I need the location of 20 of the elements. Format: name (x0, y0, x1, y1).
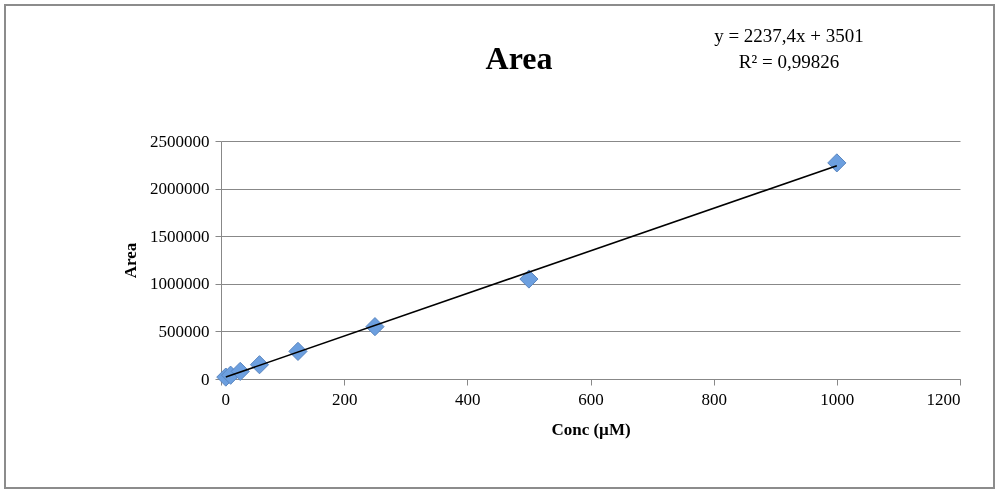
y-tick-label: 2500000 (150, 131, 210, 151)
x-tick-label: 1000 (820, 389, 855, 409)
y-tick-label: 1000000 (150, 274, 210, 294)
x-tick-label: 1200 (926, 389, 961, 409)
x-tick-label: 200 (331, 389, 358, 409)
text: y = 2237,4x + 3501 (714, 25, 864, 46)
x-tick-label: 0 (221, 389, 230, 409)
y-tick-label: 1500000 (150, 226, 210, 246)
y-axis-title: Area (121, 242, 140, 279)
text: R² = 0,99826 (738, 51, 840, 72)
x-axis-title: Conc (µM) (551, 419, 631, 439)
y-tick-label: 0 (201, 369, 210, 389)
y-tick-label: 500000 (158, 321, 210, 341)
x-tick-label: 800 (701, 389, 727, 409)
x-tick-label: 600 (578, 389, 604, 409)
point (519, 269, 539, 289)
point (827, 153, 847, 173)
x-tick-label: 400 (455, 389, 481, 409)
y-tick-label: 2000000 (150, 179, 210, 199)
chart-title: Area (485, 40, 553, 76)
